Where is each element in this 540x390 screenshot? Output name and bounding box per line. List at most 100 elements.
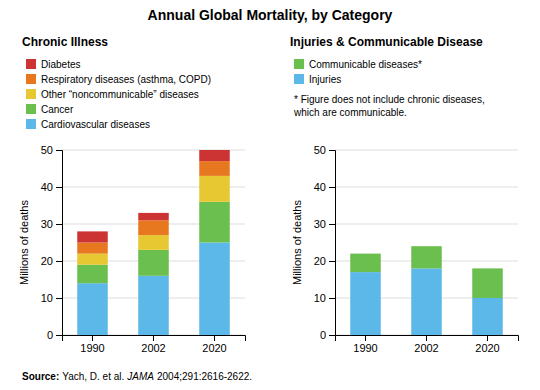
x-tick-mark bbox=[153, 335, 154, 341]
grid-line bbox=[335, 224, 518, 225]
bar bbox=[77, 283, 108, 335]
legend-swatch bbox=[26, 74, 36, 84]
grid-line bbox=[335, 187, 518, 188]
bar-series bbox=[77, 243, 230, 336]
y-tick-label: 30 bbox=[314, 218, 326, 230]
x-tick-label: 2002 bbox=[414, 342, 438, 354]
y-axis-title: Millions of deaths bbox=[18, 200, 30, 285]
y-axis: 0 10 20 30 40 50 bbox=[314, 144, 336, 341]
y-tick-label: 30 bbox=[41, 218, 53, 230]
y-axis-line bbox=[56, 151, 63, 336]
legend-swatch bbox=[26, 89, 36, 99]
legend-label: Cancer bbox=[41, 104, 74, 115]
footnote-line: * Figure does not include chronic diseas… bbox=[294, 94, 485, 105]
bar bbox=[411, 268, 442, 335]
y-tick: 50 bbox=[314, 144, 335, 156]
bar bbox=[199, 150, 230, 161]
source: Source:Yach, D. et al.JAMA2004;291:2616-… bbox=[22, 371, 252, 382]
x-tick-mark bbox=[365, 335, 366, 341]
y-tick: 20 bbox=[314, 255, 335, 267]
bar bbox=[199, 243, 230, 336]
x-axis-line bbox=[336, 336, 519, 342]
bar bbox=[138, 220, 169, 235]
y-axis-line bbox=[329, 151, 336, 336]
y-tick-label: 0 bbox=[320, 329, 326, 341]
bars bbox=[77, 150, 230, 335]
legend: DiabetesRespiratory diseases (asthma, CO… bbox=[26, 59, 211, 130]
bars bbox=[350, 246, 503, 335]
y-tick-label: 20 bbox=[41, 255, 53, 267]
y-tick-mark bbox=[56, 261, 62, 262]
y-tick-label: 40 bbox=[41, 181, 53, 193]
x-tick-label: 1990 bbox=[80, 342, 104, 354]
x-tick-label: 2002 bbox=[141, 342, 165, 354]
legend-item: Cardiovascular diseases bbox=[26, 119, 150, 130]
y-tick: 10 bbox=[314, 292, 335, 304]
source-part: Yach, D. et al. bbox=[62, 371, 124, 382]
bar-series bbox=[77, 161, 230, 254]
bar bbox=[199, 202, 230, 243]
source-part: JAMA bbox=[126, 371, 154, 382]
bar bbox=[77, 265, 108, 284]
footnote: * Figure does not include chronic diseas… bbox=[293, 94, 485, 118]
y-tick-mark bbox=[56, 150, 62, 151]
x-tick: 2002 bbox=[141, 335, 165, 354]
x-tick: 2002 bbox=[414, 335, 438, 354]
bar-series bbox=[350, 268, 503, 335]
bar-series bbox=[350, 246, 503, 298]
y-tick: 0 bbox=[47, 329, 62, 341]
x-axis: 1990 2002 2020 bbox=[63, 335, 246, 354]
subtitle: Chronic Illness bbox=[22, 35, 108, 49]
x-tick: 2020 bbox=[475, 335, 499, 354]
source-part: 2004;291:2616-2622. bbox=[157, 371, 252, 382]
y-tick-mark bbox=[329, 335, 335, 336]
legend-label: Communicable diseases* bbox=[309, 59, 422, 70]
bar bbox=[350, 272, 381, 335]
y-tick-label: 10 bbox=[314, 292, 326, 304]
y-tick-mark bbox=[56, 224, 62, 225]
bar bbox=[199, 161, 230, 176]
legend-swatch bbox=[26, 119, 36, 129]
y-tick-mark bbox=[56, 187, 62, 188]
bar bbox=[472, 298, 503, 335]
legend-item: Cancer bbox=[26, 104, 74, 115]
y-tick: 10 bbox=[41, 292, 62, 304]
x-axis-line bbox=[63, 336, 246, 342]
y-tick: 40 bbox=[41, 181, 62, 193]
x-tick-mark bbox=[426, 335, 427, 341]
legend: Communicable diseases*Injuries bbox=[294, 59, 422, 85]
chart-root: Annual Global Mortality, by CategoryChro… bbox=[0, 0, 540, 390]
y-tick-mark bbox=[329, 224, 335, 225]
x-tick: 1990 bbox=[80, 335, 104, 354]
x-axis: 1990 2002 2020 bbox=[336, 335, 519, 354]
bar bbox=[77, 254, 108, 265]
legend-label: Diabetes bbox=[41, 59, 80, 70]
x-tick-label: 2020 bbox=[202, 342, 226, 354]
y-tick-label: 50 bbox=[314, 144, 326, 156]
y-tick-label: 0 bbox=[47, 329, 53, 341]
x-tick-mark bbox=[487, 335, 488, 341]
bar bbox=[350, 254, 381, 273]
legend-item: Communicable diseases* bbox=[294, 59, 422, 70]
y-tick-mark bbox=[56, 335, 62, 336]
y-tick-label: 10 bbox=[41, 292, 53, 304]
y-tick: 40 bbox=[314, 181, 335, 193]
source-part: Source: bbox=[22, 371, 59, 382]
bar-series bbox=[77, 150, 230, 243]
y-axis-title: Millions of deaths bbox=[291, 200, 303, 285]
x-tick-mark bbox=[214, 335, 215, 341]
legend-swatch bbox=[294, 74, 304, 84]
grid-line bbox=[335, 150, 518, 151]
x-tick-mark bbox=[92, 335, 93, 341]
bar bbox=[138, 276, 169, 335]
x-tick: 2020 bbox=[202, 335, 226, 354]
bar-series bbox=[77, 202, 230, 283]
grid bbox=[62, 150, 245, 335]
y-tick: 30 bbox=[41, 218, 62, 230]
bar bbox=[138, 213, 169, 220]
x-tick: 1990 bbox=[353, 335, 377, 354]
bar bbox=[472, 268, 503, 298]
legend-swatch bbox=[26, 104, 36, 114]
x-tick-label: 2020 bbox=[475, 342, 499, 354]
bar bbox=[77, 231, 108, 242]
